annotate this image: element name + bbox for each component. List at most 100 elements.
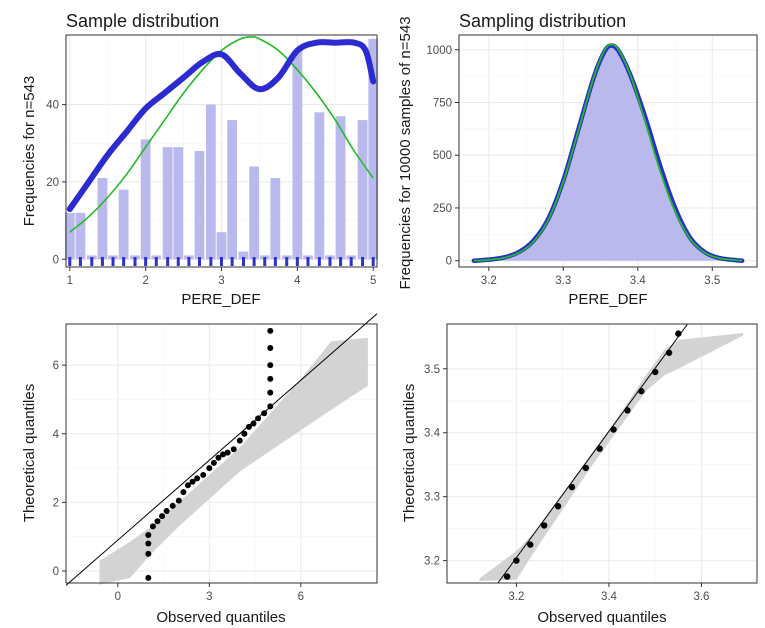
qq-point-sample [169, 502, 176, 509]
panel-title-sampling: Sampling distribution [459, 11, 626, 31]
confidence-band-sampling [479, 333, 744, 582]
qq-point-sample [145, 531, 152, 538]
qq-point-sample [255, 415, 262, 422]
rug-mark-sample [144, 257, 148, 266]
b-x-tick-label: 3.3 [555, 275, 571, 287]
qq-point-sample [154, 518, 161, 525]
rug-mark-sample [187, 257, 191, 266]
b-y-tick-label: 500 [433, 150, 452, 162]
qq-point-sample [206, 465, 213, 472]
d-x-tick-label: 3.2 [508, 591, 524, 603]
histogram-bar-sample [64, 212, 75, 260]
panel-frame-qq-sampling [446, 323, 758, 584]
rug-mark-sample [154, 257, 158, 266]
histogram-bar-sample [140, 139, 151, 260]
histogram-bar-sample [97, 178, 108, 260]
rug-mark-sample [361, 257, 365, 266]
a-x-tick-label: 2 [142, 275, 148, 287]
a-x-tick-label: 4 [294, 275, 301, 287]
rug-mark-sample [90, 257, 94, 266]
qq-point-sample [184, 482, 191, 489]
histogram-bar-sample [118, 189, 129, 260]
b-x-tick-label: 3.2 [481, 275, 497, 287]
qq-point-sample [267, 362, 274, 369]
qq-point-sampling [624, 407, 631, 414]
c-y-tick-label: 2 [53, 497, 59, 509]
a-y-tick-label: 40 [46, 100, 59, 112]
histogram-bar-sample [194, 151, 205, 260]
a-y-tick-label: 20 [46, 177, 59, 189]
qq-point-sampling [665, 349, 673, 356]
qq-point-sample [267, 389, 274, 396]
qq-point-sample [236, 437, 243, 444]
qq-point-sample [230, 446, 237, 453]
histogram-bar-sample [292, 50, 303, 260]
confidence-band-sample [99, 337, 368, 585]
y-axis-label-qq-sample: Theoretical quantiles [21, 384, 38, 522]
x-axis-label-qq-sampling: Observed quantiles [537, 609, 666, 626]
qq-point-sample [145, 550, 152, 557]
b-x-tick-label: 3.4 [630, 275, 647, 287]
qq-point-sampling [610, 426, 617, 433]
qq-point-sample [194, 475, 201, 482]
qq-point-sample [163, 507, 170, 514]
c-y-tick-label: 0 [53, 566, 59, 578]
qq-point-sampling [675, 330, 682, 337]
d-y-tick-label: 3.3 [424, 492, 440, 504]
rug-mark-sample [133, 257, 137, 266]
qq-point-sampling [582, 464, 590, 472]
histogram-bar-sample [368, 38, 379, 260]
y-axis-label-sampling: Frequencies for 10000 samples of n=543 [397, 16, 414, 289]
rug-mark-sample [306, 257, 310, 266]
qq-point-sample [267, 327, 274, 334]
histogram-bar-sample [335, 116, 346, 260]
density-curve-sample [66, 39, 377, 212]
rug-mark-sample [295, 257, 299, 266]
histogram-bar-sample [75, 212, 86, 260]
qq-point-sample [149, 523, 156, 530]
y-axis-label-qq-sampling: Theoretical quantiles [401, 384, 418, 522]
qq-point-sample [267, 403, 274, 410]
rug-mark-sample [317, 257, 321, 266]
d-y-tick-label: 3.5 [424, 364, 440, 376]
qq-plot-sampling-panel: 3.2 3.4 3.6 3.2 3.3 3.4 3.5 Observed quantiles… [401, 323, 758, 626]
b-y-tick-label: 750 [433, 97, 452, 109]
a-y-tick-label: 0 [53, 254, 59, 266]
histogram-bar-sample [314, 112, 325, 260]
qq-point-sample [145, 540, 152, 547]
rug-mark-sample [176, 257, 180, 266]
reference-line-sample [65, 313, 378, 586]
normal-curve-sample [69, 36, 374, 233]
panel-frame-sampling [458, 34, 758, 268]
normal-curve-sampling [473, 43, 743, 262]
c-x-tick-label: 3 [206, 591, 212, 603]
c-y-tick-label: 4 [53, 429, 60, 441]
qq-point-sample [245, 423, 252, 430]
x-axis-label-sampling: PERE_DEF [568, 291, 647, 308]
a-x-tick-label: 5 [370, 275, 376, 287]
d-y-tick-label: 3.2 [424, 556, 440, 568]
rug-mark-sample [166, 257, 170, 266]
rug-mark-sample [220, 257, 223, 266]
histogram-bar-sample [162, 147, 173, 260]
b-x-tick-label: 3.5 [704, 275, 720, 287]
qq-point-sample [250, 420, 257, 427]
rug-mark-sample [100, 257, 104, 266]
rug-mark-sample [209, 257, 213, 266]
sampling-histogram-area [473, 45, 743, 261]
rug-mark-sample [273, 257, 277, 266]
panel-title-sample: Sample distribution [66, 11, 219, 31]
rug-mark-sample [263, 257, 267, 266]
a-x-tick-label: 3 [218, 275, 224, 287]
qq-point-sampling [638, 387, 645, 395]
d-x-tick-label: 3.4 [601, 591, 618, 603]
histogram-bar-sample [227, 120, 238, 260]
histogram-bar-sample [270, 178, 281, 260]
a-x-tick-label: 1 [67, 275, 73, 287]
rug-mark-sample [252, 257, 256, 266]
qq-point-sample [224, 449, 231, 456]
rug-mark-sample [349, 257, 353, 266]
qq-point-sample [145, 574, 152, 581]
qq-point-sample [241, 430, 248, 437]
